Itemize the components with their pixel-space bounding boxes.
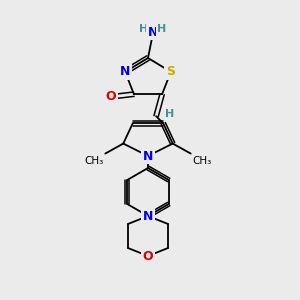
Text: H: H <box>140 24 148 34</box>
Text: O: O <box>143 250 153 262</box>
Text: O: O <box>106 90 116 103</box>
Text: S: S <box>166 65 175 78</box>
Text: CH₃: CH₃ <box>84 156 103 166</box>
Text: N: N <box>143 209 153 223</box>
Text: N: N <box>120 65 130 78</box>
Text: H: H <box>158 24 166 34</box>
Text: N: N <box>148 26 158 38</box>
Text: N: N <box>143 149 153 163</box>
Text: CH₃: CH₃ <box>193 156 212 166</box>
Text: H: H <box>166 109 175 119</box>
